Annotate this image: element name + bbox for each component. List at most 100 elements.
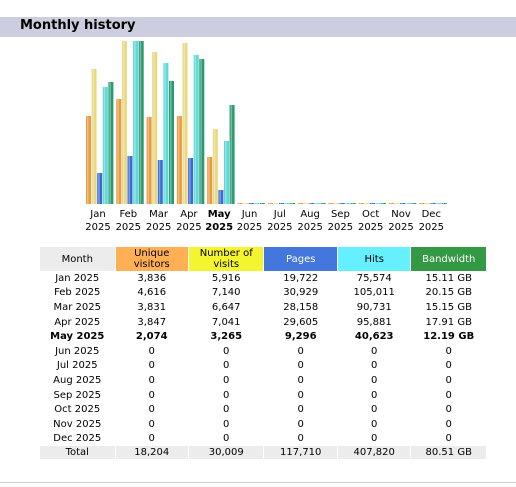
bar-highlight: [87, 116, 89, 204]
month-label-year: 2025: [205, 222, 234, 233]
bar-highlight: [238, 203, 240, 204]
bar-highlight: [117, 99, 119, 204]
bar-highlight: [315, 203, 318, 204]
bar-highlight: [164, 63, 166, 204]
bar-highlight: [200, 59, 202, 204]
row-month: Oct 2025: [54, 404, 101, 416]
row-hits: 0: [371, 374, 378, 386]
row-unique: 4,616: [137, 287, 167, 299]
bar-highlight: [395, 203, 398, 204]
total-hits: 407,820: [337, 446, 411, 460]
total-bandwidth: 80.51 GB: [411, 446, 486, 460]
month-label-year: 2025: [145, 222, 172, 233]
row-bandwidth: 0: [445, 345, 452, 357]
month-label: Feb 2025: [112, 208, 144, 234]
bar-highlight: [442, 203, 445, 204]
row-visits: 5,916: [211, 272, 241, 284]
row-pages: 9,296: [284, 331, 317, 343]
bar-highlight: [420, 203, 422, 204]
row-unique: 3,847: [137, 316, 167, 328]
bar-unique-may-2025: [207, 157, 213, 204]
bar-visits-mar-2025: [152, 52, 158, 204]
month-label: Aug 2025: [294, 208, 326, 234]
row-visits: 0: [223, 389, 230, 401]
table-row: Feb 2025 4,616 7,140 30,929 105,011 20.15 GB: [40, 286, 486, 301]
month-label-year: 2025: [357, 222, 384, 233]
table-row: Mar 2025 3,831 6,647 28,158 90,731 15.15 GB: [40, 300, 486, 315]
month-label: Mar 2025: [143, 208, 175, 234]
bar-hits-mar-2025: [163, 63, 169, 204]
row-month: Dec 2025: [53, 433, 102, 445]
month-label: Jul 2025: [264, 208, 296, 234]
total-unique: 18,204: [115, 446, 188, 460]
row-unique: 0: [148, 418, 155, 430]
bar-highlight: [255, 203, 257, 204]
bar-bandwidth-dec-2025: [441, 203, 447, 204]
bar-highlight: [431, 203, 433, 204]
bar-highlight: [92, 69, 95, 204]
bar-pages-aug-2025: [309, 203, 315, 204]
table-row: Jun 2025 0 0 0 0 0: [40, 344, 486, 359]
month-label: Dec 2025: [415, 208, 447, 234]
table-body: Jan 2025 3,836 5,916 19,722 75,574 15.11 GB Fe…: [40, 271, 486, 446]
row-pages: 0: [297, 360, 304, 372]
bar-unique-oct-2025: [358, 203, 364, 204]
row-hits: 0: [371, 418, 378, 430]
bar-pages-oct-2025: [369, 203, 375, 204]
row-month: Aug 2025: [53, 374, 102, 386]
bar-highlight: [139, 41, 142, 204]
row-visits: 0: [223, 404, 230, 416]
month-label-year: 2025: [388, 222, 414, 233]
month-label: Jun 2025: [234, 208, 266, 234]
row-hits: 0: [371, 389, 378, 401]
bar-highlight: [219, 190, 221, 204]
bar-highlight: [437, 203, 439, 204]
monthly-history-chart: [0, 0, 516, 240]
bar-highlight: [213, 129, 216, 204]
bar-bandwidth-jul-2025: [290, 203, 296, 204]
bar-bandwidth-may-2025: [229, 105, 235, 204]
row-pages: 28,158: [283, 301, 319, 313]
bar-unique-dec-2025: [419, 203, 425, 204]
col-pages: Pages: [264, 247, 337, 271]
bar-visits-dec-2025: [424, 203, 430, 204]
row-visits: 0: [223, 345, 230, 357]
row-unique: 0: [148, 345, 155, 357]
row-pages: 0: [297, 374, 304, 386]
bar-visits-jul-2025: [273, 203, 279, 204]
bar-highlight: [406, 203, 409, 204]
total-pages: 117,710: [264, 446, 337, 460]
table-row: Sep 2025 0 0 0 0 0: [40, 388, 486, 403]
col-number-of-visits: Number of visits: [188, 247, 264, 271]
row-pages: 30,929: [283, 287, 319, 299]
row-unique: 3,831: [137, 301, 167, 313]
bar-unique-nov-2025: [389, 203, 394, 204]
month-label-name: Jan: [90, 209, 106, 220]
month-label-year: 2025: [327, 222, 354, 233]
bar-highlight: [291, 203, 293, 204]
row-month: Feb 2025: [54, 287, 101, 299]
bar-bandwidth-jun-2025: [259, 203, 265, 204]
bar-pages-mar-2025: [157, 160, 163, 204]
bar-highlight: [183, 43, 185, 204]
month-label-name: Feb: [119, 209, 138, 220]
bar-bandwidth-feb-2025: [138, 41, 144, 204]
month-label-name: Mar: [149, 209, 169, 220]
total-label: Total: [40, 446, 115, 460]
bar-highlight: [299, 203, 301, 204]
bar-unique-apr-2025: [176, 116, 182, 204]
table-row: Jan 2025 3,836 5,916 19,722 75,574 15.11 GB: [40, 271, 486, 286]
bar-pages-jan-2025: [97, 173, 103, 204]
bar-highlight: [274, 203, 276, 204]
bar-highlight: [147, 117, 150, 204]
bar-highlight: [280, 203, 282, 204]
bar-hits-nov-2025: [405, 203, 411, 204]
row-bandwidth: 0: [445, 404, 452, 416]
bar-highlight: [194, 55, 197, 204]
month-label: Apr 2025: [173, 208, 205, 234]
month-label-name: Dec: [421, 209, 441, 220]
bar-highlight: [329, 203, 331, 204]
row-pages: 0: [297, 433, 304, 445]
bar-highlight: [382, 203, 384, 204]
bar-highlight: [376, 203, 378, 204]
